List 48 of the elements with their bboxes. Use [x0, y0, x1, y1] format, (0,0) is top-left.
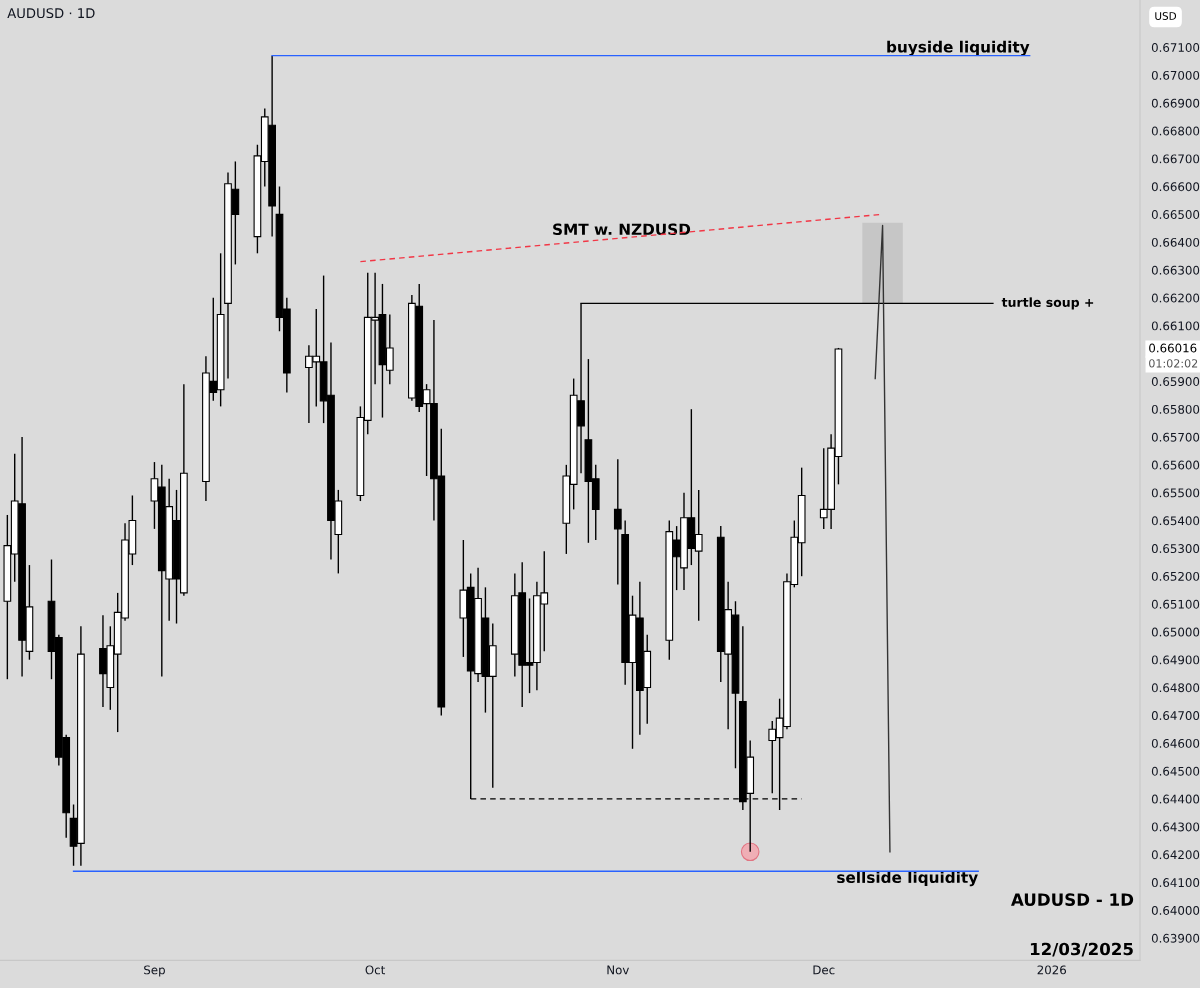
y-tick-label: 0.64100	[1151, 878, 1200, 888]
series-label: buyside liquidity	[887, 40, 1030, 56]
x-tick-label: 2026	[1037, 965, 1067, 975]
x-tick-label: Dec	[813, 965, 835, 975]
y-tick-label: 0.65000	[1151, 627, 1200, 637]
series-label: turtle soup +	[1001, 297, 1094, 310]
x-tick-label: Oct	[365, 965, 386, 975]
y-tick-label: 0.67000	[1151, 70, 1200, 80]
y-tick-label: 0.64800	[1151, 683, 1200, 693]
y-tick-label: 0.66100	[1151, 321, 1200, 331]
y-tick-label: 0.66500	[1151, 210, 1200, 219]
y-tick-label: 0.65400	[1151, 516, 1200, 526]
y-tick-label: 0.66300	[1151, 265, 1200, 275]
text: 0.66016	[1149, 343, 1197, 353]
candlestick	[613, 458, 622, 586]
y-tick-label: 0.65700	[1151, 432, 1200, 442]
y-tick-label: 0.64200	[1151, 850, 1200, 860]
series-label: SMT w. NZDUSD	[553, 223, 691, 236]
y-tick-label: 0.64600	[1151, 738, 1200, 748]
y-tick-label: 0.64300	[1151, 822, 1200, 832]
y-tick-label: 0.66700	[1151, 154, 1200, 164]
y-tick-label: 0.65200	[1151, 571, 1200, 581]
annotation: AUDUSD - 1D	[1011, 893, 1134, 906]
annotation: 12/03/2025	[1030, 942, 1133, 957]
y-tick-label: 0.66900	[1151, 98, 1200, 108]
y-tick-label: 0.65900	[1151, 377, 1200, 386]
y-tick-label: 0.66400	[1151, 237, 1200, 247]
series-label: sellside liquidity	[837, 871, 978, 887]
y-tick-label: 0.65100	[1151, 599, 1200, 609]
y-tick-label: 0.64000	[1151, 905, 1200, 915]
x-tick-label: Sep	[144, 965, 165, 977]
y-tick-label: 0.64900	[1151, 655, 1200, 665]
y-tick-label: 0.64700	[1151, 711, 1200, 721]
y-tick-label: 0.63900	[1151, 933, 1200, 943]
y-tick-label: 0.66600	[1151, 182, 1200, 192]
y-tick-label: 0.65800	[1151, 404, 1200, 414]
y-tick-label: 0.65300	[1151, 544, 1200, 554]
y-tick-label: 0.67100	[1151, 43, 1200, 52]
y-tick-label: 0.66800	[1151, 126, 1200, 136]
x-tick-label: Nov	[607, 965, 629, 975]
text: USD	[1155, 12, 1177, 20]
chart-title: AUDUSD · 1D	[7, 8, 95, 19]
y-tick-label: 0.66200	[1151, 293, 1200, 303]
y-tick-label: 0.65500	[1151, 488, 1200, 498]
y-tick-label: 0.64500	[1151, 766, 1200, 776]
y-tick-label: 0.65600	[1151, 460, 1200, 470]
text: 01:02:02	[1149, 359, 1198, 368]
y-tick-label: 0.64400	[1151, 794, 1200, 804]
